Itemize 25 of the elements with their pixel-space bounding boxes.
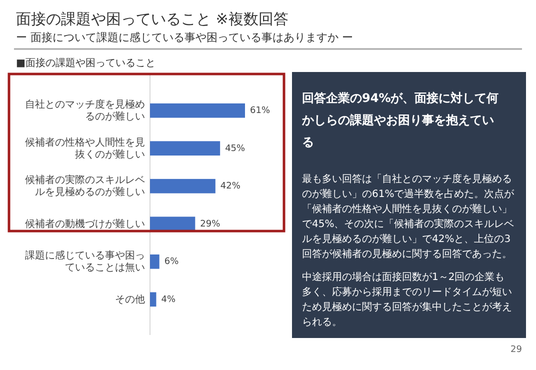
text: 最も多い回答は「自社とのマッチ度を見極めるのが難しい」の61%で過半数を占めた。次点が「候補者の性格や人間性を見抜くのが難しい」で45%、その次に「候補者の実際のスキルレベルを見極めるのが難しい」で42%と、上位の3回答が候補者の見極めに関する回答であった。 (302, 173, 516, 260)
y-tick-label: 候補者の性格や人間性を見抜くのが難しい (25, 136, 145, 160)
data-label: 45% (225, 144, 246, 154)
y-tick-label: その他 (115, 293, 145, 306)
data-label: 4% (161, 294, 176, 305)
text: 回答企業の94%が、面接に対して何かしらの課題やお困り事を抱えている (301, 91, 499, 149)
data-label: 6% (164, 257, 180, 268)
chart-title: 面接の課題や困っていること ※複数回答 (16, 10, 288, 28)
chart-subtitle: ー 面接について課題に感じている事や困っている事はありますか ー (16, 31, 353, 44)
text: 29 (510, 345, 522, 355)
data-label: 61% (250, 106, 270, 116)
bar (150, 141, 220, 156)
y-tick-label: 候補者の動機づけが難しい (25, 218, 145, 230)
bar (150, 254, 160, 269)
text: ■面接の課題や困っていること (16, 57, 156, 69)
bar (150, 292, 156, 307)
y-tick-label: 候補者の実際のスキルレベルを見極めるのが難しい (25, 174, 145, 198)
y-tick-label: 課題に感じている事や困っていることは無い (25, 249, 145, 274)
data-label: 29% (200, 219, 221, 230)
y-tick-label: 自社とのマッチ度を見極めるのが難しい (25, 98, 145, 122)
text: 中途採用の場合は面接回数が1～2回の企業も多く、応募から採用までのリードタイムが短いため見極めに関する回答が集中したことが考えられる。 (302, 271, 512, 328)
bar (150, 216, 196, 232)
data-label: 42% (220, 182, 241, 192)
bar (150, 103, 245, 118)
bar (150, 178, 216, 194)
